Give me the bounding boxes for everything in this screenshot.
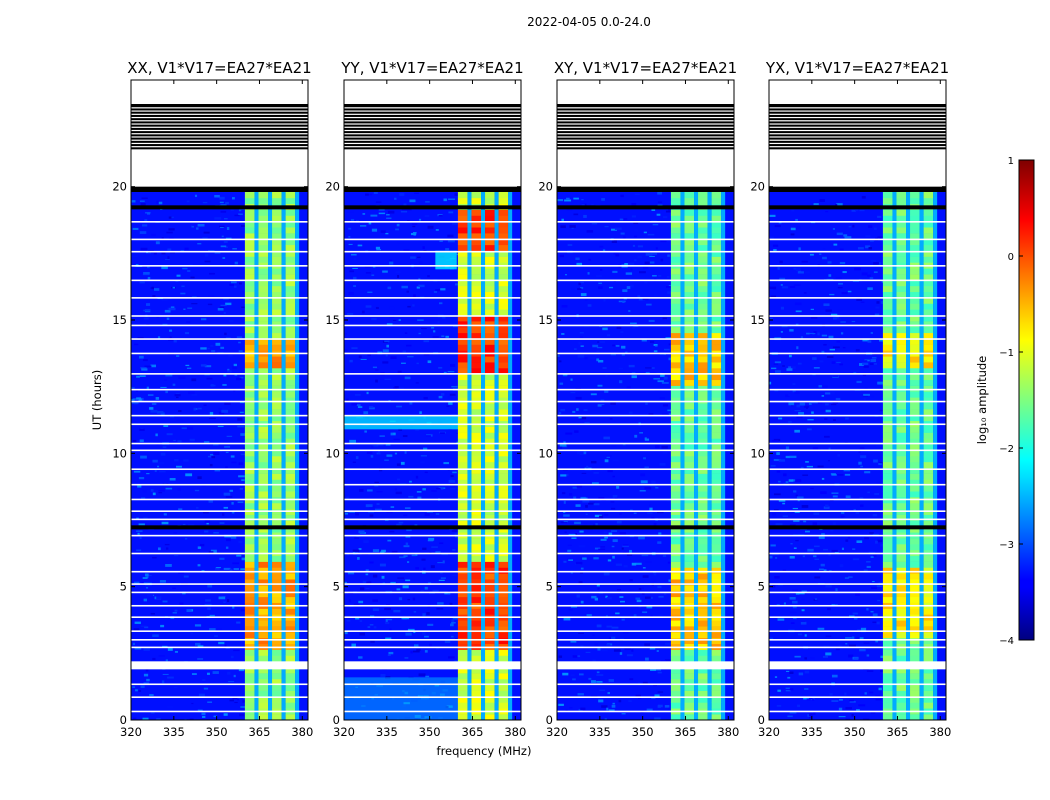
x-tick-label: 320: [120, 725, 142, 739]
y-tick-label: 0: [333, 713, 340, 727]
y-tick-label: 10: [112, 446, 127, 460]
x-tick-label: 380: [929, 725, 951, 739]
y-tick-label: 15: [112, 313, 127, 327]
x-tick-label: 350: [206, 725, 228, 739]
x-tick-label: 365: [461, 725, 483, 739]
x-tick-label: 365: [886, 725, 908, 739]
panel-4-title: YX, V1*V17=EA27*EA21: [765, 59, 949, 77]
panel-2-title: YY, V1*V17=EA27*EA21: [340, 59, 523, 77]
colorbar-label: log₁₀ amplitude: [975, 356, 989, 445]
colorbar-tick-label: −3: [999, 540, 1014, 551]
colorbar-tick-label: 1: [1008, 156, 1014, 167]
y-tick-label: 0: [546, 713, 553, 727]
x-tick-label: 320: [333, 725, 355, 739]
panel-1: XX, V1*V17=EA27*EA21 320 335 350 365 380 0 5 10 1…: [112, 59, 313, 739]
x-tick-label: 335: [163, 725, 185, 739]
x-tick-label: 350: [632, 725, 654, 739]
x-tick-label: 365: [248, 725, 270, 739]
x-tick-label: 335: [801, 725, 823, 739]
x-tick-label: 320: [546, 725, 568, 739]
y-tick-label: 10: [538, 446, 553, 460]
panel-2-spectrogram: [344, 80, 521, 720]
colorbar-tick-label: −4: [999, 636, 1014, 647]
x-axis-label: frequency (MHz): [437, 744, 532, 758]
panel-3-frame: [556, 79, 735, 721]
panel-3-title: XY, V1*V17=EA27*EA21: [554, 59, 737, 77]
colorbar-tick-label: 0: [1008, 252, 1014, 263]
x-tick-label: 380: [291, 725, 313, 739]
y-tick-label: 20: [112, 180, 127, 194]
y-tick-label: 10: [750, 446, 765, 460]
panel-2: YY, V1*V17=EA27*EA21 320 335 350 365 380 0 5 10 1…: [325, 59, 526, 739]
y-tick-label: 10: [325, 446, 340, 460]
panel-1-frame: [130, 79, 309, 721]
y-tick-label: 5: [120, 580, 127, 594]
colorbar-tick-label: −2: [999, 444, 1014, 455]
y-tick-label: 0: [758, 713, 765, 727]
x-tick-label: 365: [674, 725, 696, 739]
y-tick-label: 15: [750, 313, 765, 327]
y-tick-label: 5: [758, 580, 765, 594]
x-tick-label: 335: [589, 725, 611, 739]
panel-1-spectrogram: [131, 80, 308, 720]
x-tick-label: 380: [717, 725, 739, 739]
y-tick-label: 20: [538, 180, 553, 194]
panel-3-spectrogram: [557, 80, 734, 720]
x-tick-label: 320: [758, 725, 780, 739]
y-tick-label: 0: [120, 713, 127, 727]
y-tick-label: 15: [325, 313, 340, 327]
y-tick-label: 5: [546, 580, 553, 594]
panel-4-spectrogram: [769, 80, 946, 720]
panel-3: XY, V1*V17=EA27*EA21 320 335 350 365 380 0 5 10 1…: [538, 59, 739, 739]
y-tick-label: 20: [325, 180, 340, 194]
y-tick-label: 5: [333, 580, 340, 594]
y-axis-label: UT (hours): [90, 370, 104, 430]
panel-2-frame: [343, 79, 522, 721]
x-tick-label: 380: [504, 725, 526, 739]
x-tick-label: 350: [844, 725, 866, 739]
x-tick-label: 335: [376, 725, 398, 739]
figure-suptitle: 2022-04-05 0.0-24.0: [527, 15, 651, 29]
colorbar-tick-label: −1: [999, 348, 1014, 359]
colorbar-scale: [1018, 159, 1035, 641]
panels-group: XX, V1*V17=EA27*EA21 320 335 350 365 380 0 5 10 1…: [112, 59, 951, 739]
x-tick-label: 350: [419, 725, 441, 739]
y-tick-label: 15: [538, 313, 553, 327]
colorbar: log₁₀ amplitude −4 −3 −2 −1 0 1: [975, 156, 1035, 647]
panel-4: YX, V1*V17=EA27*EA21 320 335 350 365 380 0 5 10 1…: [750, 59, 951, 739]
y-tick-label: 20: [750, 180, 765, 194]
panel-1-title: XX, V1*V17=EA27*EA21: [127, 59, 311, 77]
panel-4-frame: [768, 79, 947, 721]
